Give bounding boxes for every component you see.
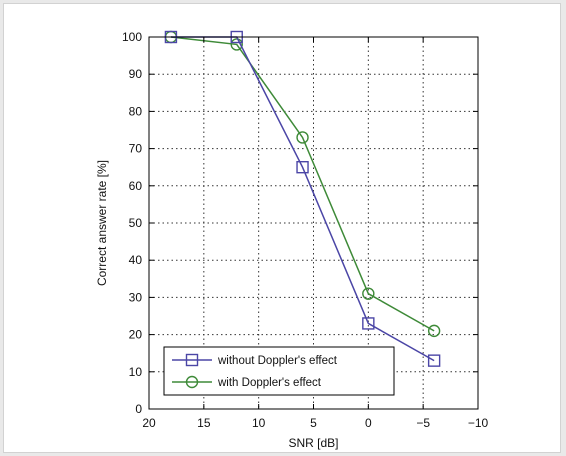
series-0-point [362,317,375,330]
y-tick-label: 40 [129,253,143,267]
figure-frame: 20 15 10 5 0 −5 −10 0 10 20 30 40 50 60 70 80 90 100 SNR … [3,3,561,453]
y-tick-label: 90 [129,67,143,81]
y-tick-label: 70 [129,142,143,156]
series-layer [164,30,441,367]
series-0-point [296,160,309,174]
x-tick-label: 10 [252,416,266,430]
x-tick-label: 5 [310,416,317,430]
x-axis-label: SNR [dB] [288,436,338,450]
y-tick-label: 20 [129,328,143,342]
series-1-point [296,131,309,144]
series-1-point [230,38,243,51]
series-line-0 [170,36,435,362]
legend-box [163,346,395,396]
y-tick-label: 0 [135,402,142,416]
y-tick-label: 80 [129,104,143,118]
series-line-1 [170,36,435,332]
y-axis-label: Correct answer rate [%] [95,160,109,286]
x-tick-label: −5 [416,416,430,430]
legend: without Doppler's effect with Doppler's e… [163,346,395,396]
y-tick-label: 100 [122,30,142,44]
legend-marker-1 [185,375,199,389]
y-tick-label: 50 [129,216,143,230]
series-1-point [427,324,441,338]
x-tick-label: 15 [197,416,211,430]
x-tick-label: 20 [142,416,156,430]
x-tick-label: 0 [365,416,372,430]
y-tick-label: 10 [129,365,143,379]
y-tick-label: 60 [129,179,143,193]
y-tick-label: 30 [129,290,143,304]
series-0-point [427,354,441,367]
legend-label-1: with Doppler's effect [217,377,322,389]
series-1-point [362,287,375,300]
legend-marker-0 [185,353,199,367]
x-tick-label: −10 [468,416,489,430]
legend-label-0: without Doppler's effect [217,355,338,367]
grid-lines [149,37,478,409]
